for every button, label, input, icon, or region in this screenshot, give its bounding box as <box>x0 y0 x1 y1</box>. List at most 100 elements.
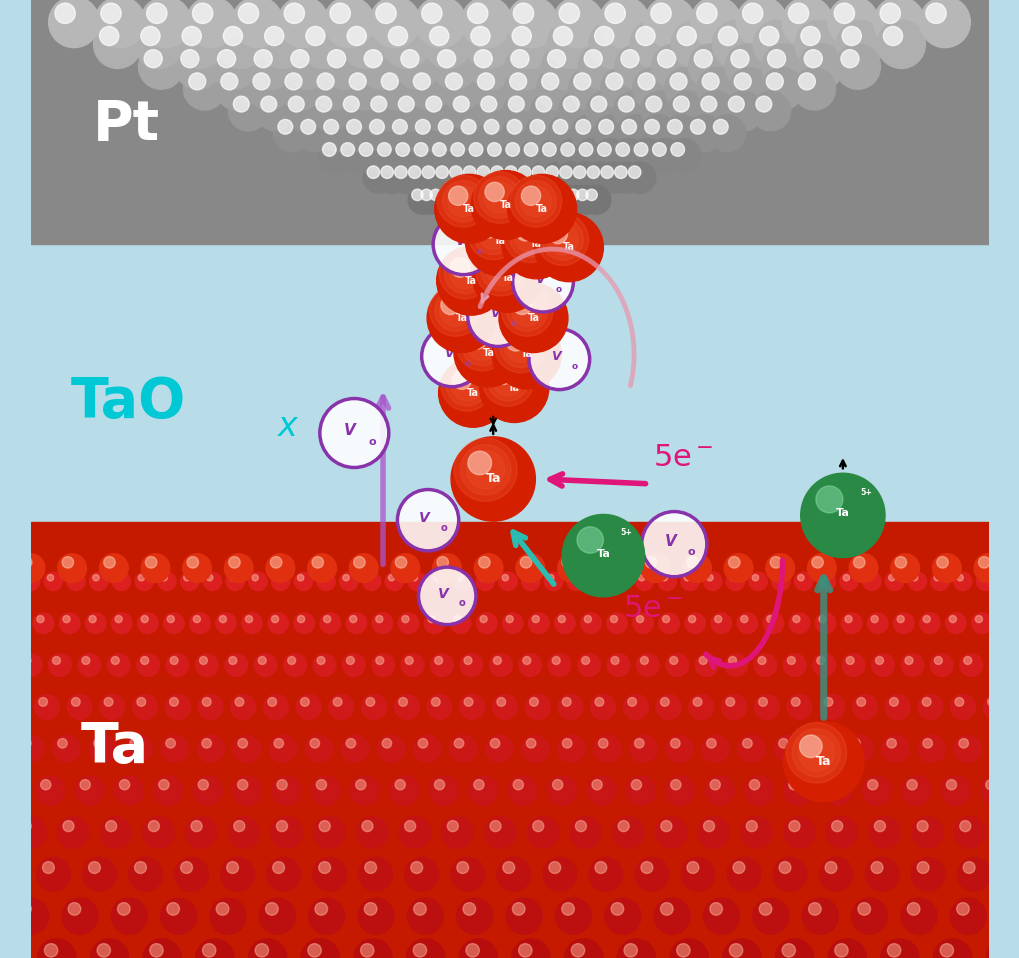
Circle shape <box>619 821 629 832</box>
Circle shape <box>300 20 347 68</box>
Circle shape <box>391 138 426 172</box>
Circle shape <box>297 115 333 151</box>
Circle shape <box>654 898 690 934</box>
Circle shape <box>497 213 507 222</box>
Circle shape <box>574 166 586 178</box>
Circle shape <box>932 554 961 582</box>
Circle shape <box>957 575 963 581</box>
Circle shape <box>583 162 614 194</box>
Circle shape <box>624 944 638 957</box>
Circle shape <box>228 91 268 131</box>
Circle shape <box>271 816 303 848</box>
Circle shape <box>854 557 865 568</box>
Circle shape <box>629 166 641 178</box>
Circle shape <box>354 939 392 958</box>
Circle shape <box>537 214 589 265</box>
Circle shape <box>947 780 957 789</box>
Circle shape <box>795 20 843 68</box>
Circle shape <box>696 91 736 131</box>
Circle shape <box>558 189 570 200</box>
Circle shape <box>183 68 226 110</box>
Circle shape <box>677 944 690 957</box>
Circle shape <box>141 615 149 623</box>
Circle shape <box>524 143 538 156</box>
Text: V: V <box>443 348 453 360</box>
Circle shape <box>453 318 523 387</box>
Circle shape <box>507 174 577 243</box>
Circle shape <box>828 939 866 958</box>
Circle shape <box>485 182 504 201</box>
Circle shape <box>611 656 619 665</box>
Circle shape <box>418 162 449 194</box>
Circle shape <box>502 213 513 222</box>
Circle shape <box>946 613 966 633</box>
Circle shape <box>918 695 943 719</box>
Text: o: o <box>476 247 482 257</box>
Text: o: o <box>688 547 695 558</box>
Circle shape <box>882 735 909 763</box>
Circle shape <box>445 162 477 194</box>
Circle shape <box>408 68 450 110</box>
Circle shape <box>752 575 758 581</box>
Circle shape <box>350 73 366 90</box>
Circle shape <box>668 91 708 131</box>
Circle shape <box>499 186 529 215</box>
Circle shape <box>226 572 245 590</box>
Circle shape <box>582 656 590 665</box>
Circle shape <box>845 615 852 623</box>
Circle shape <box>663 115 700 151</box>
Circle shape <box>89 861 101 874</box>
Circle shape <box>919 613 941 633</box>
Circle shape <box>1000 572 1018 590</box>
Circle shape <box>842 27 861 46</box>
Circle shape <box>414 73 430 90</box>
Circle shape <box>536 68 579 110</box>
Circle shape <box>272 776 302 806</box>
Circle shape <box>329 695 354 719</box>
Circle shape <box>871 861 883 874</box>
Circle shape <box>812 557 823 568</box>
Circle shape <box>301 120 316 134</box>
Circle shape <box>628 697 637 706</box>
Circle shape <box>601 166 613 178</box>
Circle shape <box>641 861 653 874</box>
Circle shape <box>615 575 623 581</box>
Circle shape <box>435 289 476 331</box>
Circle shape <box>424 613 445 633</box>
Circle shape <box>972 613 993 633</box>
Circle shape <box>438 120 453 134</box>
Circle shape <box>21 739 32 748</box>
Circle shape <box>857 697 865 706</box>
Circle shape <box>983 695 1009 719</box>
Circle shape <box>534 213 603 282</box>
Circle shape <box>729 96 744 112</box>
Circle shape <box>405 857 439 891</box>
Circle shape <box>340 143 355 156</box>
Circle shape <box>373 138 408 172</box>
Circle shape <box>660 697 669 706</box>
Circle shape <box>728 857 761 891</box>
Circle shape <box>487 162 519 194</box>
Circle shape <box>252 575 259 581</box>
Text: Ta: Ta <box>562 242 575 252</box>
Circle shape <box>677 27 696 46</box>
Circle shape <box>594 735 621 763</box>
Circle shape <box>461 213 471 222</box>
Circle shape <box>57 816 89 848</box>
Circle shape <box>727 572 745 590</box>
Circle shape <box>611 902 624 915</box>
Circle shape <box>484 120 499 134</box>
Circle shape <box>780 861 791 874</box>
Text: 5+: 5+ <box>620 529 632 537</box>
Circle shape <box>297 695 321 719</box>
Circle shape <box>743 3 763 24</box>
Circle shape <box>502 115 539 151</box>
Circle shape <box>485 209 511 235</box>
Circle shape <box>889 575 895 581</box>
Circle shape <box>7 613 28 633</box>
Circle shape <box>671 143 685 156</box>
Circle shape <box>409 186 437 215</box>
Circle shape <box>798 575 804 581</box>
Circle shape <box>45 944 58 957</box>
Circle shape <box>754 653 776 676</box>
